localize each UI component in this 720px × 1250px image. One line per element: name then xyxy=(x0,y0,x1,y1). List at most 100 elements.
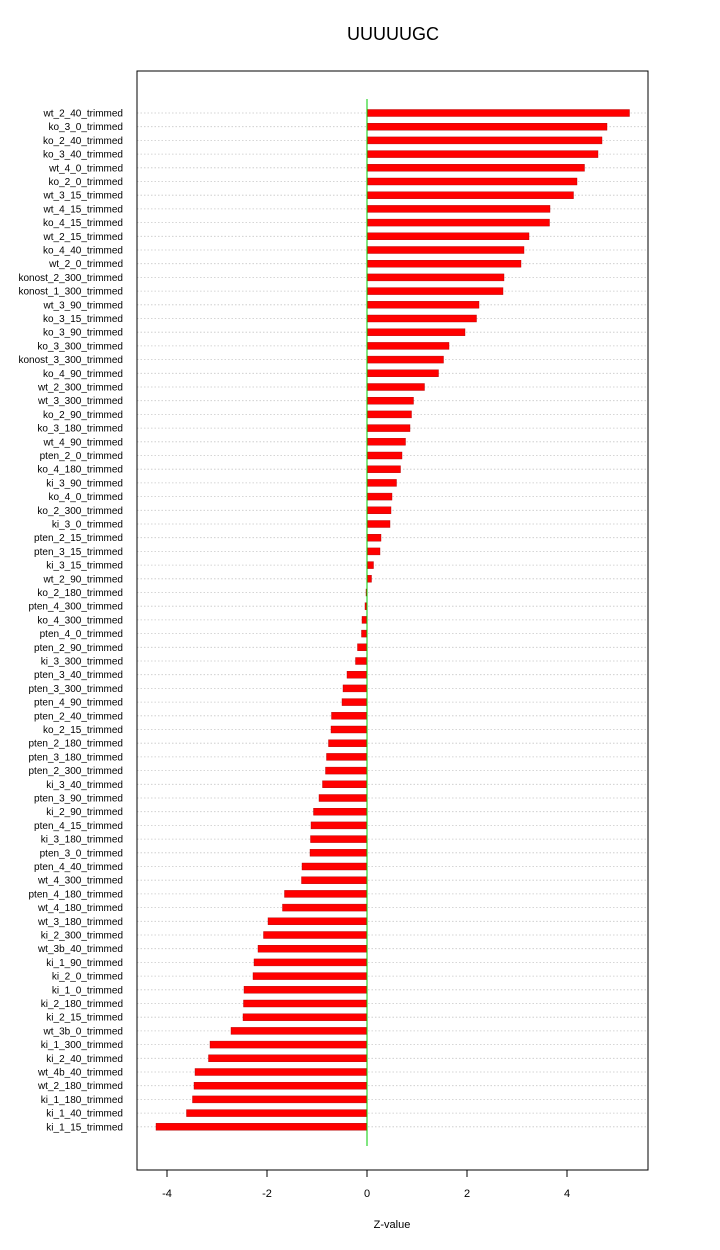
category-label: ki_3_15_trimmed xyxy=(46,561,123,572)
bar xyxy=(366,177,578,186)
bar xyxy=(282,903,368,912)
bar xyxy=(366,369,439,377)
bar xyxy=(366,122,608,131)
bar xyxy=(252,972,368,980)
category-label: pten_2_40_trimmed xyxy=(34,711,123,722)
category-label: ko_3_0_trimmed xyxy=(49,122,123,133)
category-label: konost_1_300_trimmed xyxy=(18,287,123,298)
category-label: pten_4_90_trimmed xyxy=(34,698,123,709)
category-label: wt_4_180_trimmed xyxy=(37,903,123,914)
bar xyxy=(366,397,414,405)
category-label: ki_1_0_trimmed xyxy=(52,985,123,996)
bar xyxy=(209,1040,368,1049)
bar xyxy=(366,109,630,117)
bar xyxy=(366,355,444,364)
bar xyxy=(253,958,368,967)
bar xyxy=(366,410,412,419)
bar xyxy=(330,725,368,734)
bar xyxy=(267,917,368,925)
bar xyxy=(366,191,574,199)
bar xyxy=(366,273,505,282)
category-label: wt_3_300_trimmed xyxy=(37,396,123,407)
category-label: wt_3_15_trimmed xyxy=(43,191,123,202)
bar xyxy=(357,643,368,651)
bar xyxy=(366,164,585,172)
bar xyxy=(310,835,368,843)
bar-layer xyxy=(155,99,630,1146)
bar xyxy=(366,465,401,473)
category-label: ki_3_40_trimmed xyxy=(46,780,123,791)
bar xyxy=(243,986,368,994)
category-label: wt_3_180_trimmed xyxy=(37,917,123,928)
category-label: ki_2_180_trimmed xyxy=(41,999,123,1010)
bar xyxy=(328,739,368,747)
bar xyxy=(366,561,374,569)
bar xyxy=(257,945,368,953)
category-label: ko_2_40_trimmed xyxy=(43,136,123,147)
category-label: pten_3_300_trimmed xyxy=(28,684,123,695)
bar xyxy=(193,1081,368,1090)
bar xyxy=(366,301,480,309)
bar xyxy=(366,246,525,254)
x-axis: -4 -2 0 2 4 xyxy=(162,1170,570,1200)
bar xyxy=(284,890,368,898)
category-label: wt_2_15_trimmed xyxy=(43,232,123,243)
category-label: pten_3_15_trimmed xyxy=(34,547,123,558)
bar xyxy=(194,1068,368,1076)
category-label: ko_4_90_trimmed xyxy=(43,369,123,380)
category-label: wt_2_0_trimmed xyxy=(48,259,123,270)
bar xyxy=(366,205,551,213)
category-label: wt_4_0_trimmed xyxy=(48,163,123,174)
bar xyxy=(326,753,368,761)
category-label: ki_1_180_trimmed xyxy=(41,1095,123,1106)
category-labels: wt_2_40_trimmed ko_3_0_trimmed ko_2_40_tri… xyxy=(18,109,123,1134)
category-label: wt_2_40_trimmed xyxy=(43,109,123,120)
bar xyxy=(366,506,392,514)
bar xyxy=(331,712,368,720)
bar xyxy=(361,616,368,624)
category-label: pten_2_300_trimmed xyxy=(28,766,123,777)
category-label: pten_4_180_trimmed xyxy=(28,889,123,900)
category-label: ko_2_90_trimmed xyxy=(43,410,123,421)
category-label: ko_3_180_trimmed xyxy=(37,424,123,435)
category-label: wt_3b_0_trimmed xyxy=(43,1026,123,1037)
category-label: pten_2_180_trimmed xyxy=(28,739,123,750)
bar xyxy=(366,534,382,542)
bar xyxy=(155,1123,368,1131)
x-tick-label: 0 xyxy=(364,1188,370,1200)
category-label: wt_4_300_trimmed xyxy=(37,876,123,887)
category-label: ko_2_300_trimmed xyxy=(37,506,123,517)
x-tick-label: 4 xyxy=(564,1188,570,1200)
category-label: ko_2_0_trimmed xyxy=(49,177,123,188)
bar xyxy=(192,1095,368,1104)
bar xyxy=(325,766,368,775)
bar xyxy=(355,657,368,665)
bar xyxy=(366,424,411,432)
bar xyxy=(366,438,406,446)
category-label: wt_2_180_trimmed xyxy=(37,1081,123,1092)
chart-title: UUUUUGC xyxy=(347,24,439,44)
category-label: ki_1_15_trimmed xyxy=(46,1122,123,1133)
category-label: ko_4_40_trimmed xyxy=(43,246,123,257)
category-label: pten_4_0_trimmed xyxy=(40,629,123,640)
bar xyxy=(366,287,504,295)
category-label: wt_4b_40_trimmed xyxy=(37,1068,123,1079)
bar xyxy=(313,808,368,816)
category-label: ki_2_300_trimmed xyxy=(41,931,123,942)
category-label: pten_3_90_trimmed xyxy=(34,794,123,805)
category-label: ko_4_180_trimmed xyxy=(37,465,123,476)
category-label: ko_3_40_trimmed xyxy=(43,150,123,161)
category-label: pten_3_180_trimmed xyxy=(28,752,123,763)
x-tick-label: -4 xyxy=(162,1188,172,1200)
x-tick-label: 2 xyxy=(464,1188,470,1200)
bar xyxy=(366,575,372,583)
bar xyxy=(318,794,368,802)
bar xyxy=(366,342,450,350)
bar xyxy=(310,821,368,830)
category-label: pten_2_15_trimmed xyxy=(34,533,123,544)
bar xyxy=(301,862,368,871)
bar xyxy=(366,383,425,391)
category-label: ko_2_15_trimmed xyxy=(43,725,123,736)
category-label: konost_2_300_trimmed xyxy=(18,273,123,284)
bar xyxy=(346,671,368,679)
